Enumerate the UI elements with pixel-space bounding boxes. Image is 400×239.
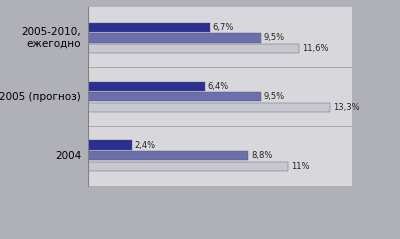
Bar bbox=[88, 22, 210, 32]
Text: 8,8%: 8,8% bbox=[251, 151, 272, 160]
Text: 11,6%: 11,6% bbox=[302, 44, 328, 53]
Bar bbox=[88, 33, 261, 43]
Bar bbox=[88, 151, 248, 160]
Text: 2,4%: 2,4% bbox=[134, 141, 156, 150]
Bar bbox=[88, 92, 261, 102]
Text: 11%: 11% bbox=[291, 162, 310, 171]
Text: 6,4%: 6,4% bbox=[207, 82, 228, 91]
Bar bbox=[88, 81, 204, 91]
Text: 13,3%: 13,3% bbox=[333, 103, 360, 112]
Text: 9,5%: 9,5% bbox=[264, 33, 285, 42]
Text: 6,7%: 6,7% bbox=[213, 23, 234, 32]
Bar bbox=[88, 103, 330, 112]
Bar bbox=[88, 44, 299, 53]
Text: 9,5%: 9,5% bbox=[264, 92, 285, 101]
Bar bbox=[88, 162, 288, 171]
Bar bbox=[88, 141, 132, 150]
